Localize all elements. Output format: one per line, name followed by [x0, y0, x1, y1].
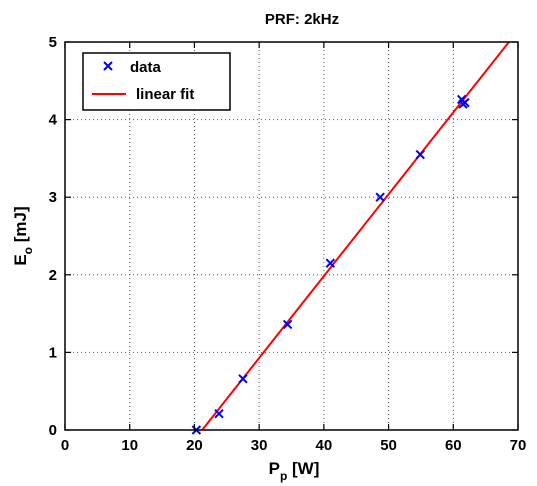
legend-label-data: data: [130, 59, 162, 76]
x-tick-label: 40: [316, 437, 333, 454]
data-point: [415, 149, 425, 160]
data-point: [375, 192, 385, 202]
plot-frame: [64, 41, 519, 431]
y-axis-title: Eo [mJ]: [11, 206, 35, 265]
x-tick-label: 0: [61, 437, 69, 454]
y-tick-label: 0: [49, 422, 57, 439]
x-axis-title: Pp [W]: [269, 459, 320, 483]
y-tick-label: 4: [49, 112, 58, 129]
x-tick-label: 10: [121, 437, 138, 454]
chart-title: PRF: 2kHz: [265, 11, 339, 28]
data-markers: [191, 94, 470, 435]
y-tick-label: 3: [49, 189, 57, 206]
x-tick-label: 50: [380, 437, 397, 454]
data-point: [214, 408, 224, 419]
legend-marker-icon: [103, 61, 113, 71]
legend-label-fit: linear fit: [136, 86, 194, 103]
fit-line: [201, 41, 510, 431]
y-tick-label: 5: [49, 34, 57, 51]
data-point: [238, 374, 248, 384]
y-tick-label: 2: [49, 267, 57, 284]
x-tick-label: 30: [251, 437, 268, 454]
x-tick-label: 20: [186, 437, 203, 454]
x-tick-label: 70: [510, 437, 527, 454]
fit-line-layer: [201, 41, 510, 431]
x-tick-label: 60: [445, 437, 462, 454]
data-point: [458, 99, 468, 109]
axis-ticks: 0 10 20 30 40 50 60 70 0 1 2 3 4 5: [49, 34, 527, 454]
data-point: [282, 319, 293, 330]
legend: data linear fit: [82, 52, 231, 111]
legend-box: [82, 52, 231, 111]
data-point: [325, 258, 336, 268]
y-tick-label: 1: [49, 344, 57, 361]
